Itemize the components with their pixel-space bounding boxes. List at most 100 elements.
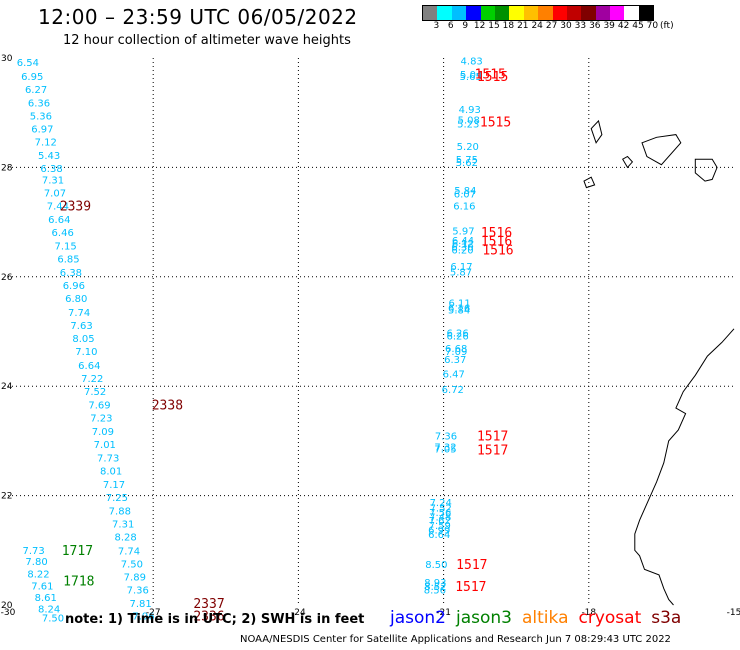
time-label: 1515	[480, 115, 511, 130]
swh-value: 6.17	[450, 262, 472, 273]
swh-value: 6.72	[442, 385, 464, 396]
swh-value: 5.43	[38, 151, 60, 162]
swh-value: 7.56	[429, 508, 451, 519]
time-label: 1515	[475, 67, 506, 82]
swh-value: 7.44	[47, 202, 69, 213]
swh-value: 6.64	[428, 530, 450, 541]
time-label: 2337	[193, 597, 224, 612]
color-swatch	[610, 6, 625, 20]
swh-value: 6.16	[448, 303, 470, 314]
scale-label: 9	[462, 21, 469, 31]
time-label: 1517	[456, 558, 487, 573]
y-tick-label: 22	[1, 492, 12, 502]
mission-s3a: s3a	[651, 608, 682, 628]
swh-value: 8.24	[38, 604, 60, 615]
color-swatch	[581, 6, 596, 20]
color-swatch	[638, 6, 654, 20]
swh-value: 8.93	[424, 578, 446, 589]
swh-value: 6.97	[31, 125, 53, 136]
color-swatch	[451, 6, 467, 20]
scale-label: 15	[488, 21, 500, 31]
swh-value: 6.47	[443, 370, 465, 381]
swh-value: 7.48	[429, 512, 451, 523]
scale-label: 27	[545, 21, 558, 31]
swh-value: 8.61	[35, 593, 57, 604]
swh-value: 7.10	[75, 347, 97, 358]
mission-cryosat: cryosat	[578, 608, 642, 628]
swh-value: 6.80	[65, 294, 87, 305]
island-outline	[694, 158, 718, 182]
x-tick-label: -27	[146, 608, 161, 618]
swh-value: 6.46	[52, 228, 74, 239]
island-outline	[622, 155, 634, 169]
swh-value: 6.95	[21, 72, 43, 83]
swh-value: 5.87	[450, 267, 472, 278]
swh-value: 6.36	[28, 98, 50, 109]
swh-value: 7.73	[23, 546, 45, 557]
scale-label: 6	[447, 21, 454, 31]
color-swatch	[566, 6, 582, 20]
page-title: 12:00 – 23:59 UTC 06/05/2022	[38, 5, 358, 29]
page-subtitle: 12 hour collection of altimeter wave hei…	[63, 33, 351, 48]
color-swatch	[494, 6, 510, 20]
x-tick-label: -24	[291, 608, 306, 618]
color-scale-labels: 3 6 9 12 15 18 21 24 27 30 33 36 39 42 45 70 (ft)	[422, 21, 740, 35]
swh-value: 7.74	[68, 308, 90, 319]
time-label: 1717	[62, 544, 93, 559]
swh-value: 7.88	[109, 506, 131, 517]
island-outline	[590, 119, 603, 144]
color-swatch	[437, 6, 452, 20]
coastline	[634, 328, 735, 606]
swh-value: 7.62	[429, 516, 451, 527]
scale-label: 42	[617, 21, 630, 31]
swh-value: 5.20	[457, 142, 479, 153]
scale-label: 30	[560, 21, 572, 31]
observations-layer: 6.546.956.276.365.366.977.125.436.387.31…	[17, 57, 483, 625]
swh-value: 7.73	[97, 453, 119, 464]
time-label: 2336	[193, 609, 224, 624]
swh-value: 7.59	[429, 521, 451, 532]
swh-value: 7.63	[70, 321, 92, 332]
time-label: 1516	[481, 235, 512, 250]
swh-value: 7.61	[31, 581, 53, 592]
swh-value: 8.52	[424, 582, 446, 593]
swh-value: 7.50	[121, 559, 143, 570]
swh-value: 7.09	[92, 427, 114, 438]
scale-label: 36	[589, 21, 601, 31]
scale-label: 12	[473, 21, 486, 31]
scale-label: 39	[603, 21, 615, 31]
swh-value: 4.93	[459, 105, 481, 116]
time-label: 1718	[63, 574, 94, 589]
swh-value: 5.04	[460, 70, 482, 81]
time-label: 2339	[60, 200, 91, 215]
color-swatch	[509, 6, 524, 20]
mission-jason2: jason2	[390, 608, 446, 628]
swh-value: 8.28	[114, 533, 136, 544]
swh-value: 7.22	[81, 374, 103, 385]
swh-value: 6.64	[78, 361, 100, 372]
swh-value: 5.62	[456, 158, 478, 169]
swh-value: 5.75	[456, 155, 478, 166]
swh-value: 7.05	[434, 445, 456, 456]
y-tick-label: 28	[1, 163, 13, 173]
scale-label: 70	[646, 21, 659, 31]
land-layer	[583, 119, 735, 606]
swh-value: 6.20	[451, 245, 473, 256]
swh-value: 6.68	[445, 344, 467, 355]
scale-label: 21	[517, 21, 529, 31]
swh-value: 6.54	[17, 58, 39, 69]
swh-value: 5.08	[458, 115, 480, 126]
x-tick-label: -30	[1, 608, 16, 618]
time-label: 1515	[477, 70, 508, 85]
swh-value: 7.52	[430, 504, 452, 515]
color-scale-legend: 3 6 9 12 15 18 21 24 27 30 33 36 39 42 45 70 (ft)	[422, 5, 674, 31]
swh-value: 5.23	[457, 120, 479, 131]
mission-altika: altika	[522, 608, 569, 628]
swh-value: 7.09	[445, 347, 467, 358]
time-label: 1517	[477, 429, 508, 444]
swh-value: 5.84	[454, 186, 476, 197]
swh-value: 7.12	[35, 138, 57, 149]
swh-value: 4.83	[461, 57, 483, 68]
island-outline	[583, 176, 596, 189]
swh-value: 7.74	[118, 546, 140, 557]
